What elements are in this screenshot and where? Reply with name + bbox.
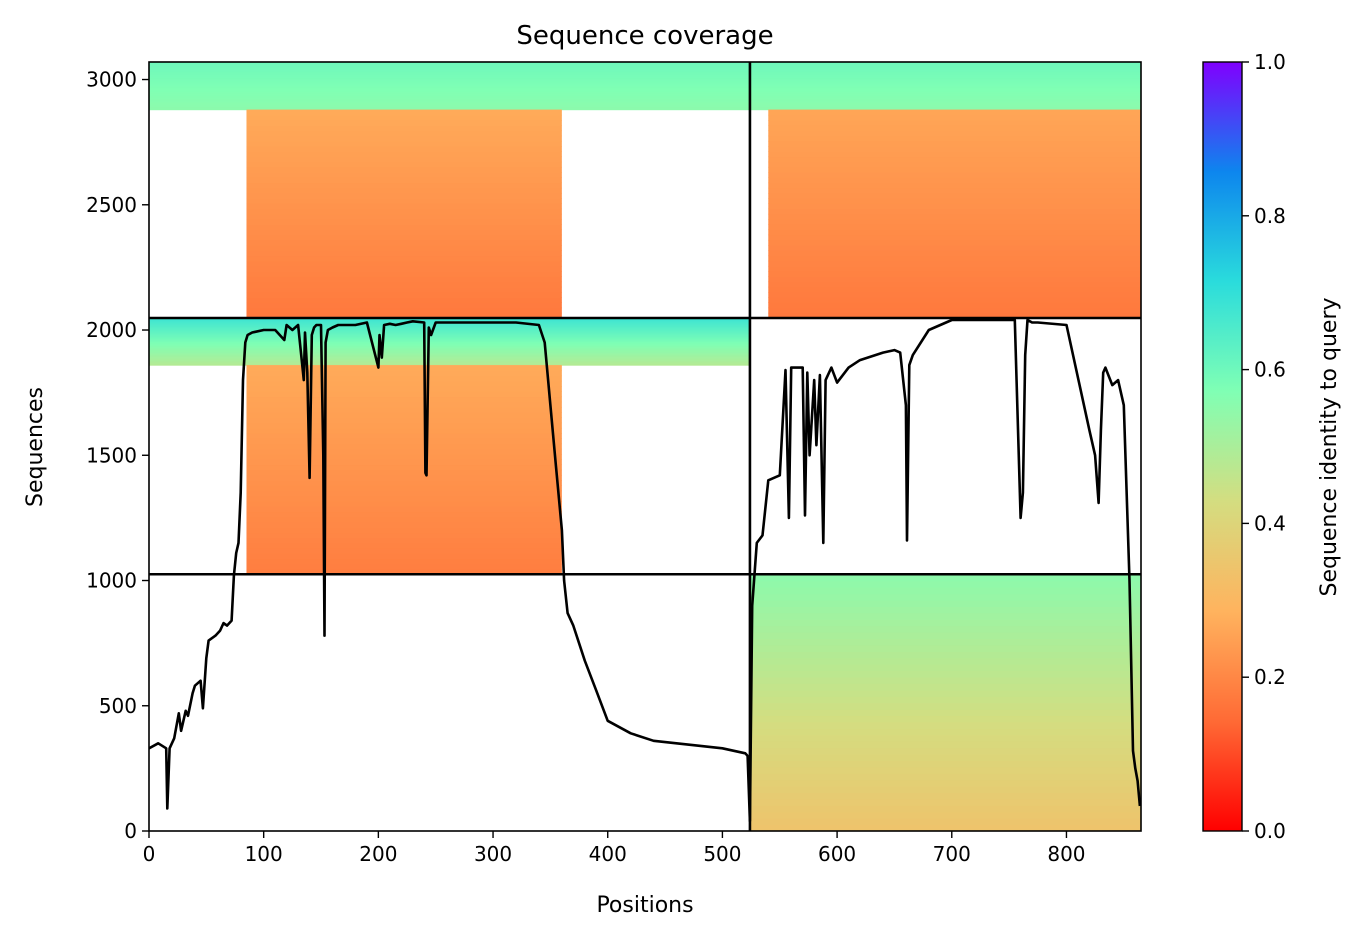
coverage-band-1-2 (246, 365, 562, 575)
x-tick-label: 0 (143, 842, 156, 866)
coverage-band-3-1 (749, 62, 1141, 111)
x-tick-label: 500 (703, 842, 741, 866)
colorbar-ticks: 0.0 0.2 0.4 0.6 0.8 1.0 (1242, 50, 1286, 843)
chart-title: Sequence coverage (516, 21, 773, 51)
coverage-band-4-1 (749, 574, 1141, 831)
x-tick-label: 400 (589, 842, 627, 866)
coverage-band-2-1 (149, 62, 750, 111)
colorbar-tick-label: 0.8 (1254, 204, 1286, 228)
y-axis-label: Sequences (23, 387, 48, 507)
x-tick-label: 300 (474, 842, 512, 866)
y-tick-label: 1500 (86, 443, 137, 467)
colorbar-tick-label: 0.0 (1254, 819, 1286, 843)
y-tick-label: 500 (99, 694, 137, 718)
x-tick-label: 600 (818, 842, 856, 866)
coverage-line (149, 318, 1141, 823)
coverage-band-3-2 (768, 109, 1141, 319)
plot-frame (148, 61, 1142, 832)
y-tick-label: 2500 (86, 193, 137, 217)
colorbar-tick-label: 1.0 (1254, 50, 1286, 74)
y-tick-label: 2000 (86, 318, 137, 342)
coverage-block-4 (749, 574, 1141, 831)
colorbar-tick-label: 0.4 (1254, 511, 1286, 535)
colorbar-label: Sequence identity to query (1317, 297, 1342, 596)
y-tick-label: 0 (124, 819, 137, 843)
coverage-band-2-2 (246, 109, 562, 319)
coverage-block-3 (749, 62, 1141, 319)
colorbar (1202, 61, 1243, 832)
x-axis-label: Positions (596, 893, 693, 918)
y-tick-label: 1000 (86, 569, 137, 593)
coverage-band-1-1 (149, 317, 750, 366)
heatmap-layer (149, 62, 1141, 831)
colorbar-tick-label: 0.2 (1254, 665, 1286, 689)
coverage-block-2 (149, 62, 750, 319)
x-tick-label: 100 (245, 842, 283, 866)
y-axis-ticks: 0 500 1000 1500 2000 2500 3000 (86, 68, 149, 843)
colorbar-tick-label: 0.6 (1254, 358, 1286, 382)
x-tick-label: 800 (1047, 842, 1085, 866)
y-tick-label: 3000 (86, 68, 137, 92)
x-tick-label: 700 (933, 842, 971, 866)
x-tick-label: 200 (359, 842, 397, 866)
x-axis-ticks: 0 100 200 300 400 500 600 700 800 (143, 831, 1086, 866)
